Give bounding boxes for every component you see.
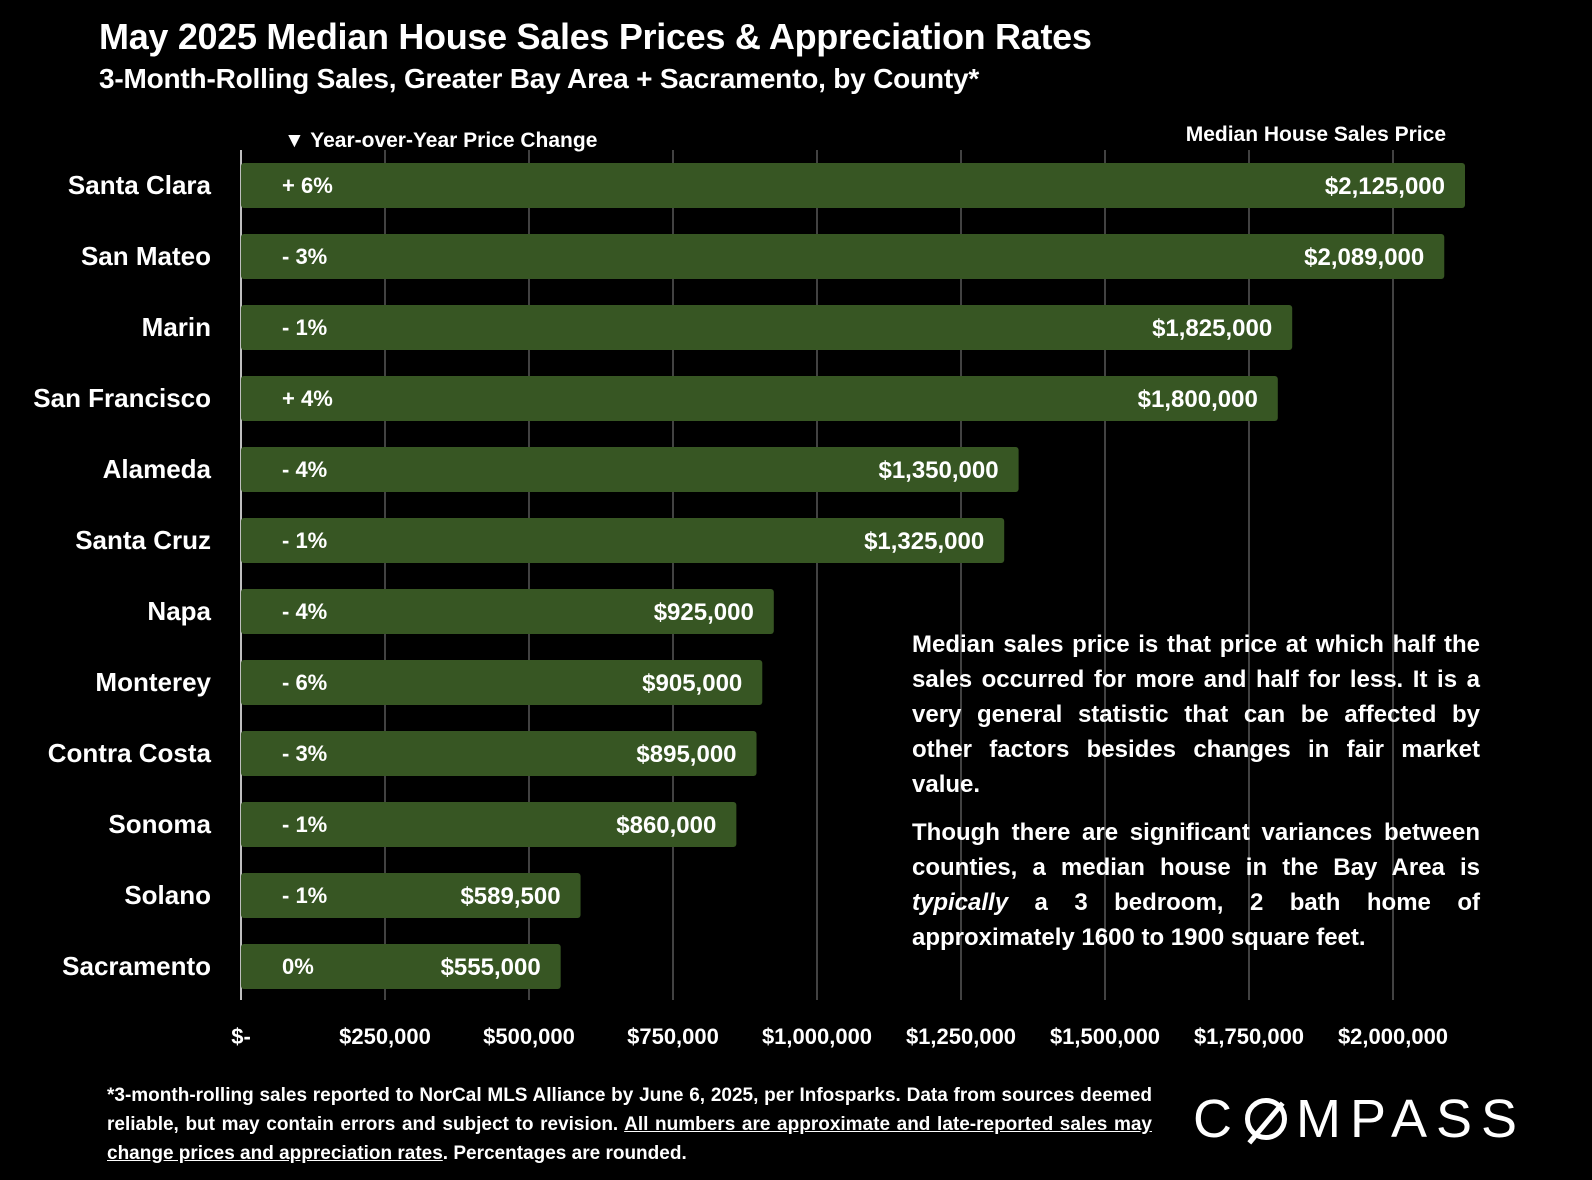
x-tick-label: $- <box>231 1024 251 1049</box>
median-definition-note: Median sales price is that price at whic… <box>912 631 1480 798</box>
note-emphasis: typically <box>912 889 1009 916</box>
value-label: $555,000 <box>441 954 541 981</box>
value-label: $895,000 <box>636 741 736 768</box>
value-label: $1,825,000 <box>1152 315 1272 342</box>
bar <box>241 944 561 989</box>
value-label: $2,089,000 <box>1304 244 1424 271</box>
yoy-change-label: - 1% <box>282 315 327 340</box>
yoy-change-label: + 6% <box>282 173 333 198</box>
x-tick-label: $1,250,000 <box>906 1024 1016 1049</box>
chart-subtitle: 3-Month-Rolling Sales, Greater Bay Area … <box>99 63 980 94</box>
yoy-change-label: - 1% <box>282 812 327 837</box>
logo-text: C <box>1193 1089 1241 1149</box>
category-label: Contra Costa <box>48 738 212 768</box>
bar <box>241 518 1005 563</box>
bar <box>241 234 1445 279</box>
category-label: Napa <box>147 596 211 626</box>
yoy-change-label: - 3% <box>282 741 327 766</box>
chart-title: May 2025 Median House Sales Prices & App… <box>99 16 1092 57</box>
yoy-change-label: - 6% <box>282 670 327 695</box>
yoy-column-header: ▼ Year-over-Year Price Change <box>284 129 598 152</box>
yoy-change-label: + 4% <box>282 386 333 411</box>
x-tick-label: $750,000 <box>627 1024 719 1049</box>
note-text: Though there are significant variances b… <box>912 819 1480 881</box>
footnote-text: . Percentages are rounded. <box>442 1143 687 1164</box>
yoy-change-label: - 3% <box>282 244 327 269</box>
category-label: Solano <box>124 880 211 910</box>
yoy-change-label: - 1% <box>282 883 327 908</box>
bar <box>241 660 763 705</box>
typical-home-note: Though there are significant variances b… <box>912 815 1480 955</box>
yoy-change-label: 0% <box>282 954 314 979</box>
value-label: $860,000 <box>616 812 716 839</box>
yoy-change-label: - 4% <box>282 599 327 624</box>
bar <box>241 589 774 634</box>
value-label: $1,350,000 <box>878 457 998 484</box>
value-label: $589,500 <box>460 883 560 910</box>
bar <box>241 802 737 847</box>
category-label: Santa Cruz <box>75 525 211 555</box>
bar <box>241 305 1293 350</box>
bar-chart: $- $250,000 $500,000 $750,000 $1,000,000 $1,2… <box>33 150 1465 1049</box>
price-column-header: Median House Sales Price <box>1185 123 1446 146</box>
note-text: a 3 bedroom, 2 bath home of approximatel… <box>912 889 1480 951</box>
category-label: Monterey <box>95 667 211 697</box>
category-label: San Mateo <box>81 241 211 271</box>
footnote-text: *3-month-rolling sales reported to NorCa… <box>107 1085 1152 1135</box>
x-tick-label: $1,500,000 <box>1050 1024 1160 1049</box>
value-label: $925,000 <box>654 599 754 626</box>
category-label: Sacramento <box>62 951 211 981</box>
category-label: San Francisco <box>33 383 211 413</box>
category-label: Santa Clara <box>68 170 212 200</box>
x-tick-label: $1,000,000 <box>762 1024 872 1049</box>
category-label: Alameda <box>103 454 212 484</box>
compass-o-icon <box>1245 1098 1287 1140</box>
yoy-change-label: - 1% <box>282 528 327 553</box>
footnote: *3-month-rolling sales reported to NorCa… <box>107 1081 1152 1168</box>
x-tick-label: $250,000 <box>339 1024 431 1049</box>
bar <box>241 873 581 918</box>
compass-logo: C MPASS <box>1193 1088 1526 1150</box>
x-tick-label: $1,750,000 <box>1194 1024 1304 1049</box>
yoy-change-label: - 4% <box>282 457 327 482</box>
bar <box>241 731 757 776</box>
footnote-underlined: All numbers are approximate and late-rep… <box>107 1114 1152 1164</box>
bar <box>241 376 1278 421</box>
value-label: $1,325,000 <box>864 528 984 555</box>
bar <box>241 447 1019 492</box>
value-label: $905,000 <box>642 670 742 697</box>
x-tick-label: $2,000,000 <box>1338 1024 1448 1049</box>
x-tick-label: $500,000 <box>483 1024 575 1049</box>
value-label: $2,125,000 <box>1325 173 1445 200</box>
logo-text: MPASS <box>1296 1089 1527 1149</box>
category-label: Sonoma <box>108 809 211 839</box>
value-label: $1,800,000 <box>1138 386 1258 413</box>
bar <box>241 163 1465 208</box>
category-label: Marin <box>142 312 211 342</box>
